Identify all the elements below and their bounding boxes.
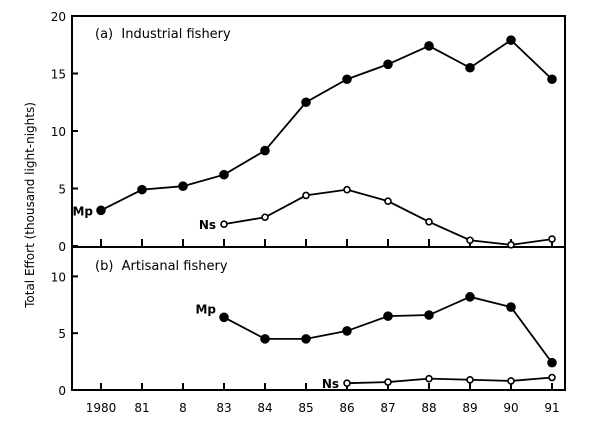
series-label-ns: Ns: [199, 218, 216, 232]
panel-b-title: (b) Artisanal fishery: [95, 259, 228, 274]
data-point-mp: [301, 97, 311, 108]
data-point-mp: [547, 74, 557, 85]
data-point-mp: [383, 59, 393, 70]
data-point-mp: [424, 310, 434, 320]
data-point-mp: [219, 169, 229, 180]
x-tick-label: 81: [134, 401, 149, 415]
data-point-mp: [506, 35, 516, 45]
series-line-mp: [223, 295, 553, 364]
x-tick-label: 83: [216, 401, 231, 415]
data-point-mp: [219, 312, 229, 323]
data-point-mp: [260, 145, 270, 156]
data-point-ns: [548, 235, 556, 243]
y-axis-label: Total Effort (thousand light-nights): [23, 102, 37, 309]
y-tick-label: 10: [51, 125, 66, 139]
data-point-ns: [507, 377, 515, 385]
data-point-mp: [260, 334, 270, 344]
data-point-mp: [342, 326, 352, 336]
x-tick-label: 8: [179, 401, 187, 415]
data-point-mp: [137, 184, 147, 195]
y-tick-label: 20: [51, 10, 66, 24]
data-point-mp: [506, 302, 516, 312]
data-point-ns: [384, 197, 392, 205]
x-tick-label: 91: [544, 401, 559, 415]
data-point-ns: [466, 236, 474, 245]
series-line-ns: [346, 376, 553, 385]
data-point-ns: [507, 241, 515, 249]
data-point-ns: [343, 379, 351, 387]
y-tick-label: 0: [58, 384, 66, 398]
x-tick-label: 86: [339, 401, 354, 415]
x-tick-label: 87: [380, 401, 395, 415]
y-tick-label: 15: [51, 68, 66, 82]
data-point-mp: [178, 181, 188, 191]
x-tick-label: 84: [257, 401, 272, 415]
x-tick-label: 90: [503, 401, 518, 415]
series-label-ns: Ns: [322, 377, 339, 391]
series-label-mp: Mp: [195, 302, 216, 316]
data-point-mp: [342, 74, 352, 85]
data-point-ns: [425, 218, 433, 226]
data-point-mp: [424, 41, 434, 51]
y-tick-label: 5: [58, 327, 66, 341]
data-point-ns: [548, 373, 556, 382]
y-tick-label: 0: [58, 240, 66, 254]
panel-a-title: (a) Industrial fishery: [95, 27, 231, 42]
data-point-mp: [465, 62, 475, 73]
series-line-mp: [100, 38, 553, 212]
data-point-mp: [547, 357, 557, 368]
data-point-ns: [343, 185, 351, 194]
x-tick-label: 85: [298, 401, 313, 415]
data-point-ns: [425, 374, 433, 383]
y-tick-label: 10: [51, 270, 66, 284]
y-tick-label: 5: [58, 183, 66, 197]
data-point-ns: [220, 220, 228, 228]
data-point-ns: [302, 191, 310, 200]
series-label-mp: Mp: [72, 204, 93, 218]
plot-frame: [71, 15, 566, 391]
data-point-ns: [384, 378, 392, 386]
x-tick-label: 1980: [86, 401, 117, 415]
x-tick-label: 89: [462, 401, 477, 415]
data-point-mp: [465, 292, 475, 302]
data-point-mp: [383, 311, 393, 321]
data-point-ns: [261, 213, 269, 222]
data-point-ns: [466, 375, 474, 384]
data-point-mp: [301, 334, 311, 344]
x-tick-label: 88: [421, 401, 436, 415]
data-point-mp: [96, 205, 106, 216]
